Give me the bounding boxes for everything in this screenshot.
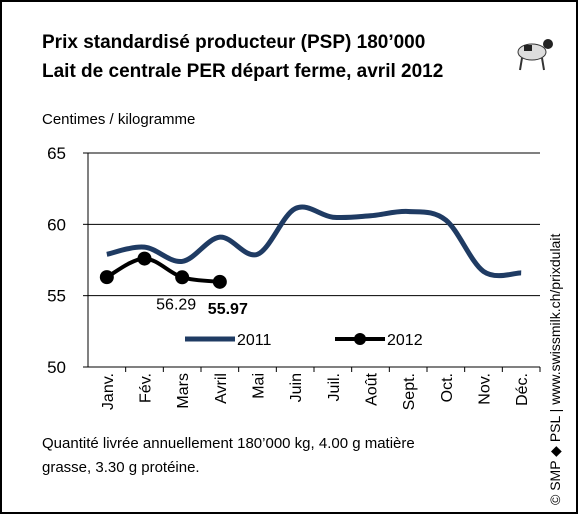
y-axis-label: Centimes / kilogramme bbox=[42, 111, 195, 128]
point bbox=[212, 274, 227, 289]
x-tick-label: Avril bbox=[213, 373, 230, 404]
footnote-line: grasse, 3.30 g protéine. bbox=[42, 459, 200, 476]
x-tick-label: Janv. bbox=[100, 373, 117, 410]
point bbox=[99, 270, 114, 285]
x-tick-label: Mars bbox=[175, 373, 192, 409]
y-tick-label: 55 bbox=[47, 287, 66, 306]
chart-subtitle: Lait de centrale PER départ ferme, avril… bbox=[42, 61, 443, 82]
footnote-line: Quantité livrée annuellement 180’000 kg,… bbox=[42, 435, 415, 452]
x-tick-label: Juin bbox=[288, 373, 305, 402]
legend-label: 2011 bbox=[237, 332, 272, 349]
x-tick-label: Juil. bbox=[326, 373, 343, 401]
y-tick-label: 65 bbox=[47, 144, 66, 163]
point bbox=[137, 251, 152, 266]
chart-title: Prix standardisé producteur (PSP) 180’00… bbox=[42, 32, 425, 53]
x-tick-label: Fév. bbox=[138, 373, 155, 403]
y-tick-label: 60 bbox=[47, 215, 66, 234]
x-tick-label: Sept. bbox=[401, 373, 418, 410]
point bbox=[175, 270, 190, 285]
footnote: Quantité livrée annuellement 180’000 kg,… bbox=[42, 435, 415, 476]
x-tick-label: Déc. bbox=[514, 373, 531, 406]
x-tick-label: Août bbox=[364, 372, 381, 405]
source: © SMP ◆ PSL | www.swissmilk.ch/prixdulai… bbox=[547, 234, 563, 505]
data-label: 55.97 bbox=[208, 301, 248, 318]
legend-label: 2012 bbox=[387, 332, 423, 349]
line-series bbox=[105, 256, 221, 284]
line-series bbox=[106, 204, 522, 279]
cow-icon bbox=[517, 39, 553, 71]
legend-marker bbox=[354, 333, 366, 345]
data-label: 56.29 bbox=[156, 296, 196, 313]
x-tick-label: Mai bbox=[251, 373, 268, 399]
x-tick-label: Nov. bbox=[477, 373, 494, 405]
y-tick-label: 50 bbox=[47, 358, 66, 377]
x-tick-label: Oct. bbox=[439, 373, 456, 402]
